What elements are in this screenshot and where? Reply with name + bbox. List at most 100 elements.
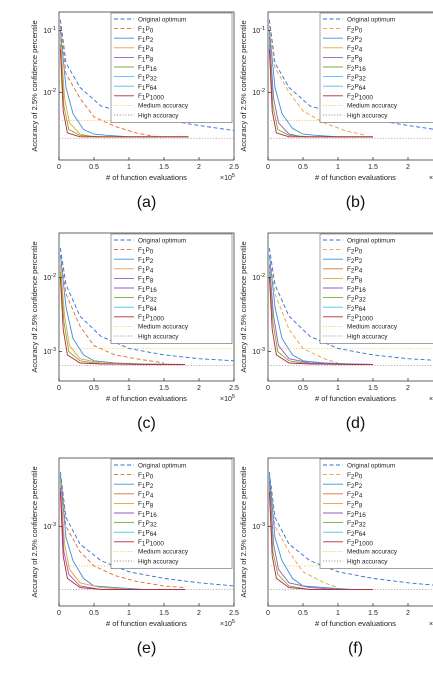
legend-subscript: 2 [351, 47, 355, 54]
legend-letter: P [145, 501, 149, 508]
legend-subscript: 16 [150, 287, 158, 294]
legend-box [110, 233, 233, 344]
legend-subscript: 2 [351, 541, 355, 548]
legend-subscript: 64 [359, 531, 367, 538]
legend-letter: P [354, 257, 358, 264]
legend-entry: F2P16 [347, 285, 366, 294]
legend-entry: F2P4 [347, 266, 363, 275]
legend-subscript: 1 [142, 66, 146, 73]
legend-subscript: 1 [142, 502, 146, 509]
x-tick-label: 1.5 [368, 610, 378, 617]
legend-subscript: 1 [142, 493, 146, 500]
y-tick-exponent: -2 [51, 88, 56, 94]
legend-subscript: 2 [351, 95, 355, 102]
legend-subscript: 2 [351, 297, 355, 304]
panel-caption: (e) [137, 640, 157, 657]
legend-letter: P [145, 64, 149, 71]
x-tick-label: 2 [197, 610, 201, 617]
legend-subscript: 64 [150, 306, 158, 313]
legend-subscript: 2 [351, 66, 355, 73]
legend-subscript: 2 [351, 277, 355, 284]
series-line-5 [268, 277, 373, 365]
legend-subscript: 64 [150, 531, 158, 538]
legend-entry: F1P2 [138, 36, 154, 45]
x-tick-label: 0 [266, 610, 270, 617]
x-exponent-label: ×105 [220, 619, 235, 628]
legend-subscript: 2 [351, 512, 355, 519]
legend-letter: P [145, 314, 149, 321]
legend-letter: P [354, 539, 358, 546]
legend-subscript: 16 [150, 66, 158, 73]
series-line-5 [59, 277, 185, 365]
x-axis-label: # of function evaluations [106, 619, 187, 628]
legend-subscript: 4 [150, 47, 154, 54]
legend-entry: F1P4 [138, 45, 154, 54]
legend-box [319, 233, 433, 344]
y-tick-exponent: -3 [260, 347, 265, 353]
legend-subscript: 2 [351, 316, 355, 323]
legend-entry: F1P1000 [138, 539, 164, 548]
legend-letter: P [354, 530, 358, 537]
legend-subscript: 2 [351, 287, 355, 294]
legend-subscript: 1 [142, 268, 146, 275]
legend-entry: F1P1000 [138, 314, 164, 323]
x-exponent-label: ×105 [429, 173, 433, 182]
legend-letter: P [145, 530, 149, 537]
legend-entry: F1P8 [138, 55, 154, 64]
legend-letter: P [354, 510, 358, 517]
x-tick-label: 2.5 [229, 164, 239, 171]
legend-subscript: 1 [142, 512, 146, 519]
legend-entry: F2P16 [347, 510, 366, 519]
y-tick-label: 10-3 [252, 347, 265, 356]
plot-frame [58, 457, 235, 607]
x-tick-label: 2.5 [229, 385, 239, 392]
x-tick-label: 1.5 [159, 164, 169, 171]
legend-letter: P [145, 482, 149, 489]
legend-subscript: 2 [351, 76, 355, 83]
x-tick-label: 0.5 [89, 385, 99, 392]
x-tick-label: 1.5 [368, 385, 378, 392]
legend-subscript: 32 [150, 76, 158, 83]
x-tick-label: 0.5 [298, 164, 308, 171]
legend-subscript: 32 [359, 76, 367, 83]
x-tick-label: 0.5 [89, 164, 99, 171]
y-tick-label: 10-1 [43, 26, 56, 35]
x-axis-label: # of function evaluations [106, 394, 187, 403]
series-line-0 [59, 248, 235, 362]
legend-subscript: 2 [351, 522, 355, 529]
legend-entry: F1P8 [138, 276, 154, 285]
legend-entry: F1P2 [138, 482, 154, 491]
legend-letter: P [354, 93, 358, 100]
legend-subscript: 2 [351, 258, 355, 265]
legend-entry: F1P4 [138, 266, 154, 275]
x-exponent-power: 5 [232, 394, 235, 400]
legend-subscript: 1 [142, 316, 146, 323]
series-line-5 [59, 49, 189, 138]
legend-box [319, 12, 433, 123]
y-tick-exponent: -3 [260, 522, 265, 528]
legend-subscript: 4 [359, 47, 363, 54]
legend-entry: F1P8 [138, 501, 154, 510]
legend-entry: Original optimum [347, 237, 395, 244]
legend-entry: Medium accuracy [347, 549, 398, 556]
legend-subscript: 1 [142, 56, 146, 63]
panel-caption: (d) [346, 415, 366, 432]
legend-entry: F1P16 [138, 510, 157, 519]
legend-subscript: 2 [351, 37, 355, 44]
legend-subscript: 1 [142, 76, 146, 83]
legend-letter: P [354, 276, 358, 283]
legend-letter: P [145, 520, 149, 527]
legend-box [110, 12, 233, 123]
series-line-5 [268, 492, 373, 590]
legend-letter: P [354, 520, 358, 527]
legend-entry: High accuracy [347, 558, 388, 565]
legend-subscript: 1000 [359, 541, 374, 548]
series-line-1 [268, 255, 339, 364]
x-exponent-label: ×105 [429, 619, 433, 628]
x-tick-label: 1.5 [368, 164, 378, 171]
legend-subscript: 0 [150, 249, 154, 256]
legend-entry: High accuracy [347, 333, 388, 340]
legend-entry: F2P32 [347, 74, 366, 83]
series-line-5 [59, 492, 185, 590]
x-tick-label: 1.5 [159, 610, 169, 617]
